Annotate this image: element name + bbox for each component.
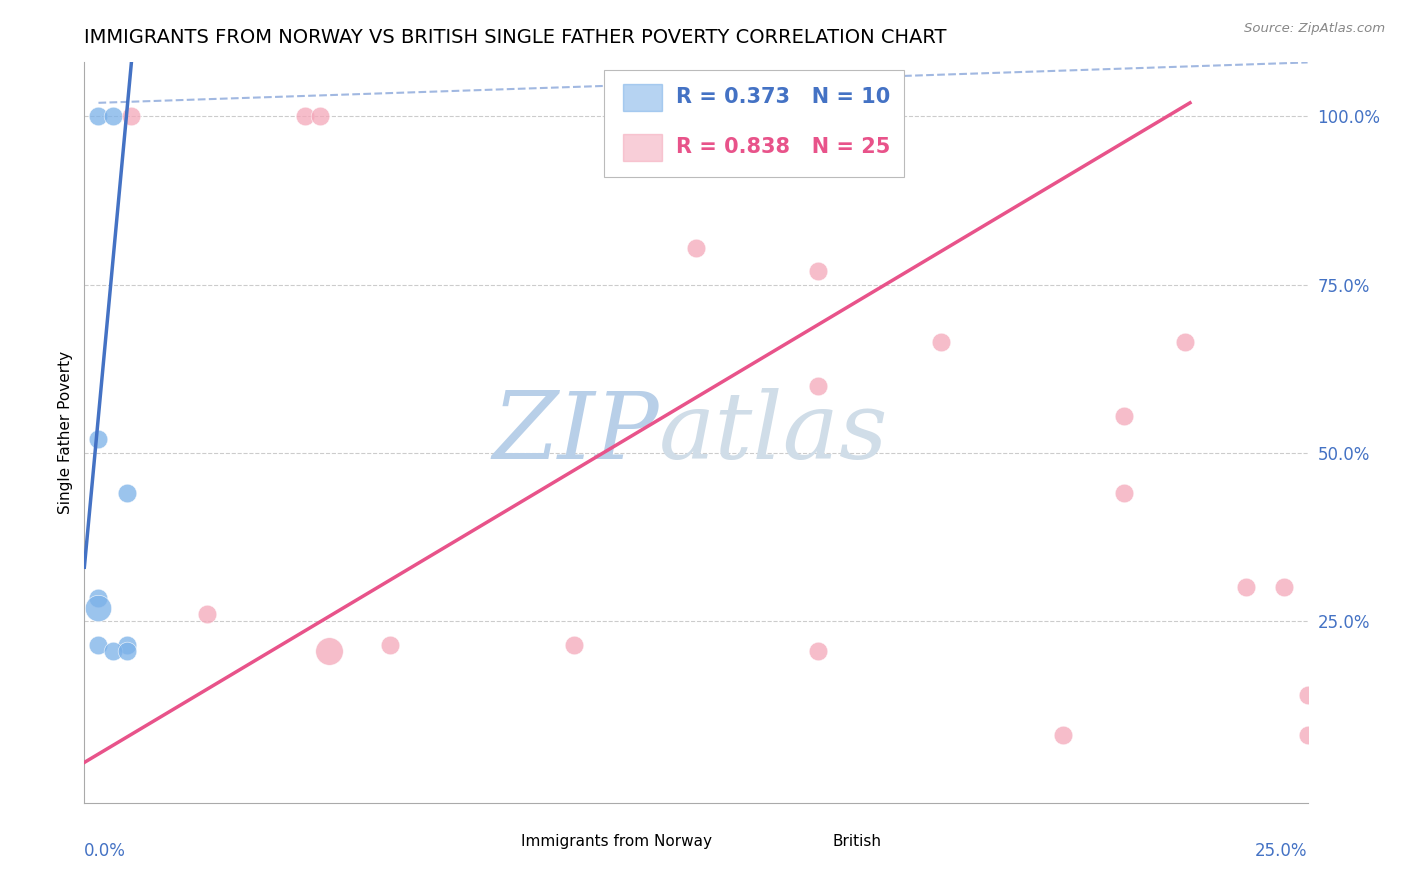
Point (1174, 334, 1197, 349)
Point (807, 264, 830, 278)
Point (115, 644, 138, 658)
Point (1296, 729, 1319, 743)
Point (87, 433, 110, 447)
FancyBboxPatch shape (623, 134, 662, 161)
Point (115, 638, 138, 652)
Text: ZIP: ZIP (492, 388, 659, 477)
FancyBboxPatch shape (623, 84, 662, 111)
Point (807, 378, 830, 392)
Text: British: British (832, 834, 882, 849)
Text: 25.0%: 25.0% (1256, 842, 1308, 860)
Y-axis label: Single Father Poverty: Single Father Poverty (58, 351, 73, 514)
Point (1296, 688, 1319, 702)
Point (294, 109, 316, 123)
Point (1236, 581, 1258, 595)
Point (1114, 409, 1136, 423)
Text: Immigrants from Norway: Immigrants from Norway (522, 834, 711, 849)
Point (562, 638, 585, 652)
Point (380, 638, 402, 652)
FancyBboxPatch shape (605, 70, 904, 178)
Point (1272, 581, 1295, 595)
Point (929, 334, 952, 349)
Text: Source: ZipAtlas.com: Source: ZipAtlas.com (1244, 22, 1385, 36)
Point (1052, 729, 1074, 743)
Point (87, 591, 110, 605)
Point (685, 240, 707, 255)
Point (120, 109, 142, 123)
Point (101, 644, 124, 658)
Point (87, 638, 110, 652)
Point (807, 644, 830, 658)
Point (1114, 486, 1136, 500)
Point (87, 600, 110, 615)
Point (115, 486, 138, 500)
Point (308, 109, 330, 123)
Point (195, 607, 218, 622)
Point (87, 109, 110, 123)
Text: atlas: atlas (659, 388, 889, 477)
FancyBboxPatch shape (787, 825, 814, 858)
Point (101, 109, 124, 123)
FancyBboxPatch shape (475, 825, 503, 858)
Text: IMMIGRANTS FROM NORWAY VS BRITISH SINGLE FATHER POVERTY CORRELATION CHART: IMMIGRANTS FROM NORWAY VS BRITISH SINGLE… (84, 28, 946, 47)
Point (318, 644, 340, 658)
Text: 0.0%: 0.0% (84, 842, 127, 860)
Text: R = 0.838   N = 25: R = 0.838 N = 25 (676, 137, 891, 157)
Text: R = 0.373   N = 10: R = 0.373 N = 10 (676, 87, 890, 107)
